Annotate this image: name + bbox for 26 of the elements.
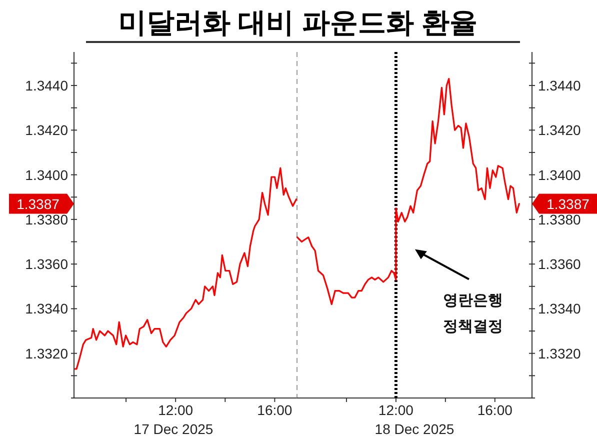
y-tick-label: 1.3420	[538, 122, 582, 138]
y-tick-label: 1.3420	[25, 122, 68, 138]
y-tick-label: 1.3440	[538, 77, 582, 94]
x-tick-label: 16:00	[477, 402, 513, 418]
y-tick-label: 1.3320	[538, 345, 582, 362]
text: 1.3387	[16, 196, 60, 212]
x-tick-label: 12:00	[378, 402, 414, 418]
y-tick-label: 1.3440	[25, 77, 68, 94]
x-axis-title: 18 Dec 2025	[374, 421, 454, 437]
y-tick-label: 1.3400	[25, 166, 68, 183]
chart-title: 미달러화 대비 파운드화 환율	[118, 7, 478, 38]
y-tick-label: 1.3360	[25, 256, 68, 272]
y-tick-label: 1.3340	[25, 300, 68, 317]
text: 1.3387	[546, 196, 590, 212]
y-tick-label: 1.3380	[25, 211, 68, 228]
x-axis-title: 17 Dec 2025	[134, 421, 214, 437]
x-tick-label: 16:00	[257, 402, 292, 418]
annotation: 영란은행 정책결정	[442, 292, 503, 336]
line-series	[74, 167, 298, 370]
line-series	[296, 78, 520, 306]
y-tick-label: 1.3340	[538, 300, 582, 317]
x-tick-label: 12:00	[158, 402, 194, 418]
y-tick-label: 1.3320	[25, 345, 68, 362]
y-tick-label: 1.3360	[538, 256, 582, 272]
y-tick-label: 1.3380	[538, 211, 582, 228]
y-tick-label: 1.3400	[538, 166, 582, 183]
